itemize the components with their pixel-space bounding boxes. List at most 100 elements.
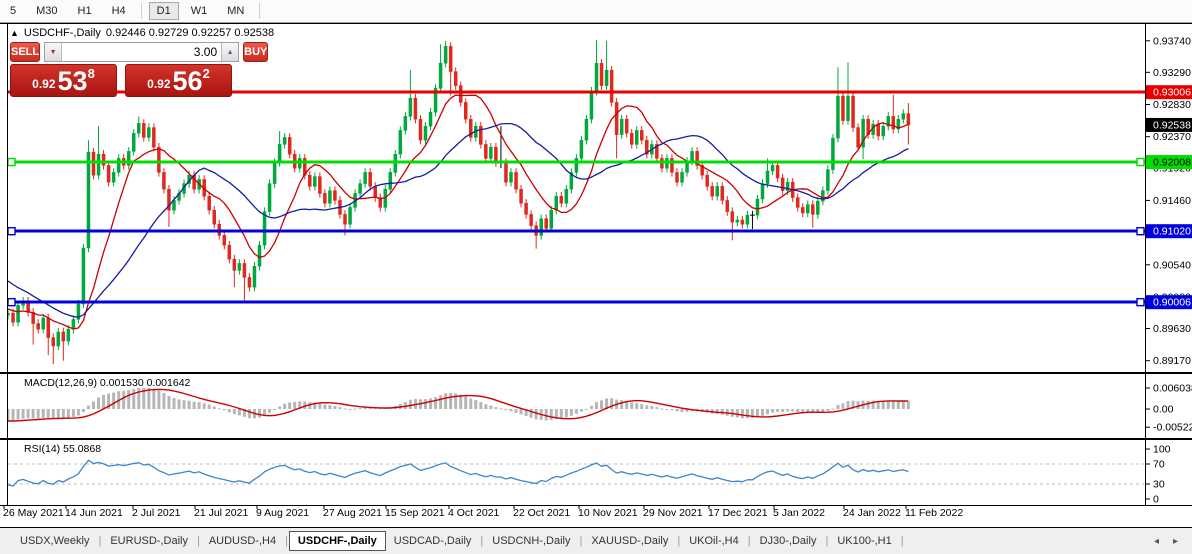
- volume-input[interactable]: [62, 43, 222, 61]
- candle-body: [765, 170, 770, 184]
- tab-xauusd-daily[interactable]: XAUUSD-,Daily: [591, 535, 669, 547]
- macd-bar: [781, 409, 785, 412]
- macd-bar: [258, 409, 261, 418]
- candle-body: [36, 323, 40, 330]
- hline-handle[interactable]: [1136, 157, 1145, 167]
- macd-bar: [127, 390, 131, 409]
- y-tick-label: 0.92370: [1153, 131, 1191, 143]
- candle-body: [690, 151, 694, 162]
- macd-bar: [348, 408, 352, 410]
- macd-bar: [242, 409, 246, 417]
- macd-bar: [36, 409, 40, 419]
- hline-handle[interactable]: [1136, 226, 1145, 236]
- macd-bar: [534, 409, 538, 420]
- sell-price-box[interactable]: 0.92 53 8: [10, 64, 117, 97]
- candle-body: [56, 331, 61, 347]
- macd-bar: [891, 401, 895, 409]
- macd-bar: [137, 387, 141, 409]
- tab-eurusd-daily[interactable]: EURUSD-,Daily: [110, 535, 188, 547]
- chart-tab-bar: USDX,Weekly | EURUSD-,Daily | AUDUSD-,H4 | USD…: [0, 527, 1192, 554]
- candle-body: [227, 244, 232, 260]
- tabs-scroll-left-icon[interactable]: ◂: [1153, 535, 1159, 547]
- macd-bar: [278, 406, 282, 409]
- candle-body: [132, 132, 136, 152]
- candle-body: [152, 127, 156, 148]
- volume-decrease-icon[interactable]: ▼: [45, 43, 63, 61]
- timeframe-button-d1[interactable]: D1: [148, 2, 179, 20]
- tabs-scroll-right-icon[interactable]: ▸: [1172, 535, 1178, 547]
- tab-usdcnh-daily[interactable]: USDCNH-,Daily: [492, 535, 571, 547]
- timeframe-button-h1[interactable]: H1: [77, 5, 92, 17]
- candle-body: [242, 263, 247, 278]
- candle-body: [277, 144, 282, 163]
- macd-bar: [544, 409, 548, 421]
- x-axis-date-label: 24 Jan 2022: [843, 507, 901, 519]
- collapse-panel-icon[interactable]: ▲: [10, 27, 19, 38]
- timeframe-button-5[interactable]: 5: [10, 5, 17, 17]
- candle-body: [232, 258, 237, 271]
- candle-body: [589, 90, 594, 120]
- candle-body: [494, 146, 498, 163]
- macd-axis-label: -0.005228: [1153, 422, 1192, 434]
- timeframe-button-mn[interactable]: MN: [227, 5, 245, 17]
- x-axis-date-label: 26 May 2021: [3, 507, 64, 519]
- candle-body: [629, 132, 634, 145]
- candle-body: [443, 46, 448, 64]
- candle-body: [257, 244, 262, 267]
- y-tick-label: 0.93740: [1153, 35, 1191, 47]
- candle-body: [624, 118, 629, 134]
- macd-bar: [725, 409, 729, 416]
- tab-usdx-weekly[interactable]: USDX,Weekly: [20, 535, 90, 547]
- timeframe-button-h4[interactable]: H4: [111, 5, 126, 17]
- tab-uk100-h1[interactable]: UK100-,H1: [837, 535, 892, 547]
- macd-bar: [519, 409, 523, 415]
- buy-price-box[interactable]: 0.92 56 2: [125, 64, 232, 97]
- macd-bar: [172, 397, 176, 409]
- macd-bar: [786, 409, 790, 412]
- macd-bar: [56, 409, 60, 419]
- tab-ukoil-h4[interactable]: UKOil-,H4: [689, 535, 739, 547]
- candle-body: [66, 328, 71, 342]
- candle-body: [423, 125, 428, 141]
- candle-body: [378, 197, 382, 208]
- candle-body: [463, 102, 468, 120]
- tab-dj30-daily[interactable]: DJ30-,Daily: [759, 535, 817, 547]
- tab-audusd-h4[interactable]: AUDUSD-,H4: [208, 535, 277, 547]
- candle-body: [272, 162, 277, 184]
- timeframe-button-w1[interactable]: W1: [190, 5, 208, 17]
- candle-body: [770, 165, 775, 172]
- tab-separator: |: [677, 535, 681, 547]
- volume-increase-icon[interactable]: ▲: [221, 43, 239, 61]
- tab-usdcad-daily[interactable]: USDCAD-,Daily: [393, 535, 472, 547]
- macd-bar: [212, 406, 216, 409]
- macd-bar: [378, 408, 382, 410]
- macd-bar: [529, 409, 533, 418]
- candle-body: [458, 85, 463, 103]
- timeframe-button-m30[interactable]: M30: [36, 5, 58, 17]
- sell-button[interactable]: SELL: [10, 42, 41, 62]
- x-axis-date-label: 29 Nov 2021: [643, 507, 703, 519]
- hline-handle[interactable]: [1136, 297, 1145, 307]
- candle-body: [313, 176, 317, 187]
- current-price-badge-label: 0.92538: [1153, 119, 1191, 131]
- hline-handle[interactable]: [7, 297, 16, 307]
- macd-bar: [680, 409, 684, 412]
- macd-bar: [76, 409, 80, 416]
- candle-body: [509, 172, 513, 183]
- macd-bar: [499, 408, 503, 410]
- macd-bar: [479, 401, 483, 409]
- macd-bar: [157, 390, 161, 409]
- hline-handle[interactable]: [7, 226, 16, 236]
- macd-bar: [589, 405, 593, 409]
- candle-body: [212, 209, 216, 225]
- buy-button[interactable]: BUY: [243, 42, 269, 62]
- candle-body: [11, 312, 15, 323]
- tab-usdchf-daily[interactable]: USDCHF-,Daily: [288, 531, 386, 551]
- hline-handle[interactable]: [7, 157, 16, 167]
- hline-price-badge: [1146, 155, 1192, 170]
- rsi-axis-label: 100: [1153, 444, 1171, 456]
- macd-bar: [474, 400, 478, 409]
- candle-body: [735, 219, 740, 223]
- macd-bar: [675, 409, 679, 412]
